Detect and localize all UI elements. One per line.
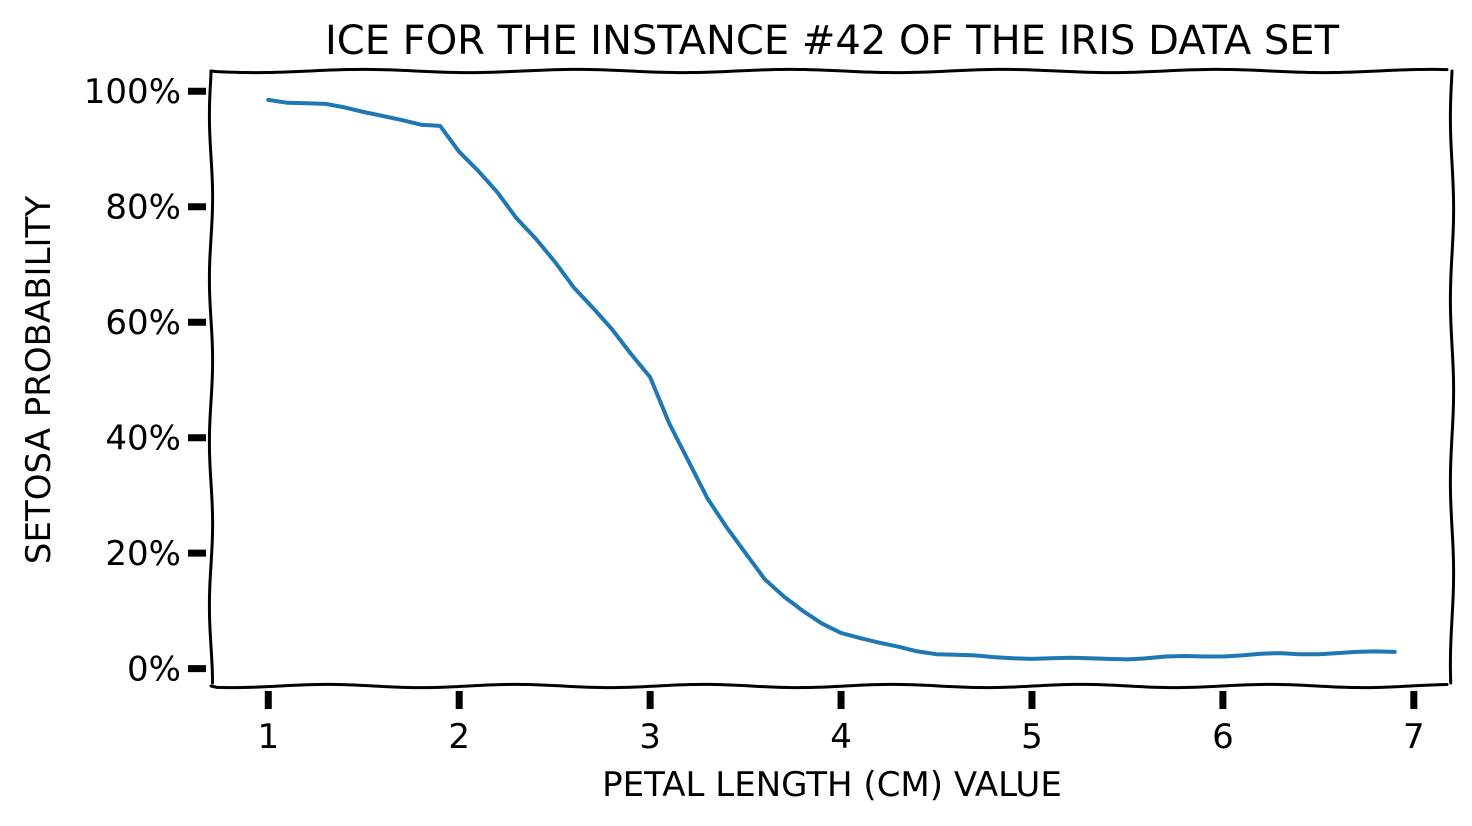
plot-frame-left xyxy=(207,69,215,685)
x-axis-ticks: 1 2 3 4 5 6 7 xyxy=(257,691,1425,757)
y-tick-label: 100% xyxy=(84,72,181,112)
series-group xyxy=(266,97,1397,662)
x-tick-label: 2 xyxy=(448,717,470,757)
x-tick-label: 4 xyxy=(830,717,852,757)
x-axis-label: PETAL LENGTH (CM) VALUE xyxy=(602,765,1062,805)
x-tick-label: 1 xyxy=(257,717,279,757)
chart-title: ICE FOR THE INSTANCE #42 OF THE IRIS DAT… xyxy=(325,18,1340,64)
y-tick-label: 40% xyxy=(105,419,181,459)
y-axis-label: SETOSA PROBABILITY xyxy=(19,196,59,564)
y-tick-label: 0% xyxy=(127,650,181,690)
x-tick-label: 3 xyxy=(639,717,661,757)
x-tick-label: 5 xyxy=(1021,717,1043,757)
y-tick-label: 20% xyxy=(105,534,181,574)
plot-frame-right xyxy=(1448,69,1456,685)
series-line-0 xyxy=(266,97,1397,662)
y-tick-label: 60% xyxy=(105,303,181,343)
plot-frame-top xyxy=(209,67,1449,75)
x-tick-label: 7 xyxy=(1403,717,1425,757)
y-axis-ticks: 0% 20% 40% 60% 80% 100% xyxy=(84,72,206,690)
x-tick-label: 6 xyxy=(1212,717,1234,757)
y-tick-label: 80% xyxy=(105,188,181,228)
plot-frame-bottom xyxy=(209,682,1449,690)
